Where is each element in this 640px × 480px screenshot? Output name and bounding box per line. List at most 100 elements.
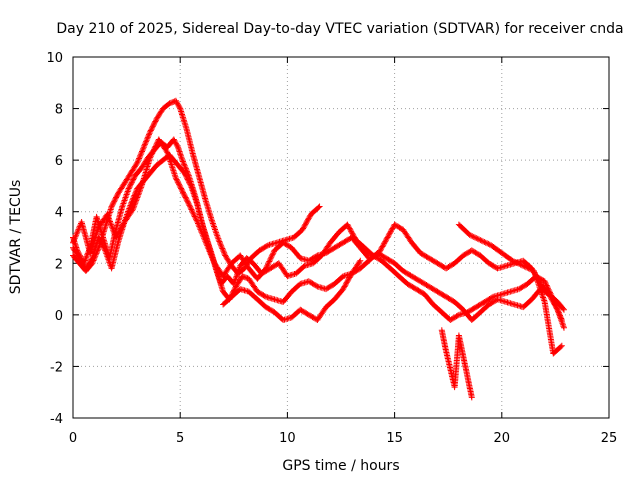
data-point bbox=[434, 288, 448, 300]
data-point bbox=[115, 181, 127, 197]
data-point bbox=[194, 219, 209, 245]
data-point bbox=[488, 242, 504, 256]
grid bbox=[73, 57, 609, 418]
data-point bbox=[271, 309, 285, 322]
data-point bbox=[383, 255, 397, 266]
data-point bbox=[140, 130, 153, 151]
data-point bbox=[179, 188, 192, 206]
data-point bbox=[187, 182, 200, 206]
data-point bbox=[160, 101, 172, 112]
data-point bbox=[108, 241, 121, 272]
data-point bbox=[546, 291, 560, 304]
data-point bbox=[558, 342, 565, 349]
data-point bbox=[340, 271, 354, 293]
data-point bbox=[288, 281, 303, 295]
data-point bbox=[417, 250, 431, 261]
data-point bbox=[438, 327, 449, 353]
data-point bbox=[391, 260, 406, 274]
data-point bbox=[127, 186, 140, 207]
data-point bbox=[254, 266, 268, 282]
data-point bbox=[421, 291, 436, 307]
data-point bbox=[267, 261, 281, 272]
data-point bbox=[395, 273, 410, 286]
y-axis-label: SDTVAR / TECUs bbox=[8, 180, 24, 295]
data-point bbox=[119, 187, 132, 210]
data-point bbox=[357, 258, 371, 272]
y-tick-label: 10 bbox=[46, 51, 63, 66]
data-point bbox=[239, 273, 251, 282]
data-point bbox=[554, 306, 567, 330]
data-point bbox=[464, 373, 475, 399]
data-point bbox=[477, 302, 491, 316]
data-point bbox=[468, 247, 483, 258]
series-s1 bbox=[70, 136, 565, 324]
data-point bbox=[331, 274, 346, 287]
data-point bbox=[297, 306, 311, 318]
data-point bbox=[305, 311, 320, 323]
data-point bbox=[481, 294, 495, 305]
data-point bbox=[202, 239, 217, 265]
data-point bbox=[95, 225, 108, 251]
data-point bbox=[138, 156, 153, 189]
data-point bbox=[404, 280, 418, 292]
x-tick-label: 0 bbox=[69, 431, 77, 446]
data-point bbox=[383, 222, 397, 244]
data-point bbox=[425, 255, 440, 266]
data-point bbox=[211, 260, 226, 278]
data-point bbox=[256, 243, 270, 254]
data-point bbox=[550, 343, 564, 357]
data-point bbox=[185, 201, 200, 224]
data-point bbox=[451, 299, 466, 312]
data-point bbox=[531, 268, 548, 304]
data-point bbox=[477, 237, 493, 248]
data-point bbox=[82, 261, 95, 274]
data-point bbox=[147, 117, 159, 135]
data-point bbox=[443, 261, 457, 272]
data-point bbox=[305, 253, 320, 264]
y-tick-label: 4 bbox=[55, 206, 63, 221]
data-point bbox=[316, 203, 323, 210]
data-point bbox=[241, 256, 254, 272]
data-point bbox=[391, 221, 405, 232]
data-point bbox=[308, 204, 322, 218]
data-point bbox=[89, 246, 102, 267]
data-point bbox=[374, 238, 389, 259]
y-tick-label: 2 bbox=[55, 257, 63, 272]
data-point bbox=[70, 252, 82, 266]
data-point bbox=[130, 184, 145, 213]
data-point bbox=[177, 105, 190, 131]
data-point bbox=[190, 152, 203, 180]
data-point bbox=[357, 244, 371, 260]
data-point bbox=[172, 175, 185, 193]
series-s6 bbox=[438, 327, 475, 401]
data-point bbox=[348, 259, 363, 277]
data-point bbox=[183, 126, 196, 157]
data-point bbox=[293, 263, 307, 277]
data-point bbox=[468, 394, 475, 401]
data-point bbox=[132, 166, 144, 179]
data-point bbox=[305, 278, 320, 289]
data-point bbox=[323, 297, 337, 311]
data-point bbox=[541, 299, 556, 355]
data-point bbox=[112, 220, 127, 241]
data-point bbox=[331, 287, 346, 303]
data-point bbox=[413, 286, 427, 297]
plot-frame bbox=[72, 56, 610, 419]
y-tick-label: 0 bbox=[55, 309, 63, 324]
data-point bbox=[520, 262, 536, 274]
x-tick-label: 15 bbox=[386, 431, 403, 446]
data-point bbox=[323, 245, 337, 256]
data-point bbox=[280, 289, 294, 305]
y-tick-label: 8 bbox=[55, 103, 63, 118]
data-point bbox=[387, 265, 401, 279]
data-point bbox=[460, 353, 471, 379]
data-point bbox=[331, 240, 345, 251]
data-point bbox=[357, 257, 364, 264]
data-point bbox=[134, 145, 147, 166]
data-point bbox=[290, 227, 305, 241]
data-point bbox=[327, 230, 341, 246]
y-tick-label: 6 bbox=[55, 154, 63, 169]
data-point bbox=[554, 299, 567, 312]
data-point bbox=[166, 98, 178, 107]
